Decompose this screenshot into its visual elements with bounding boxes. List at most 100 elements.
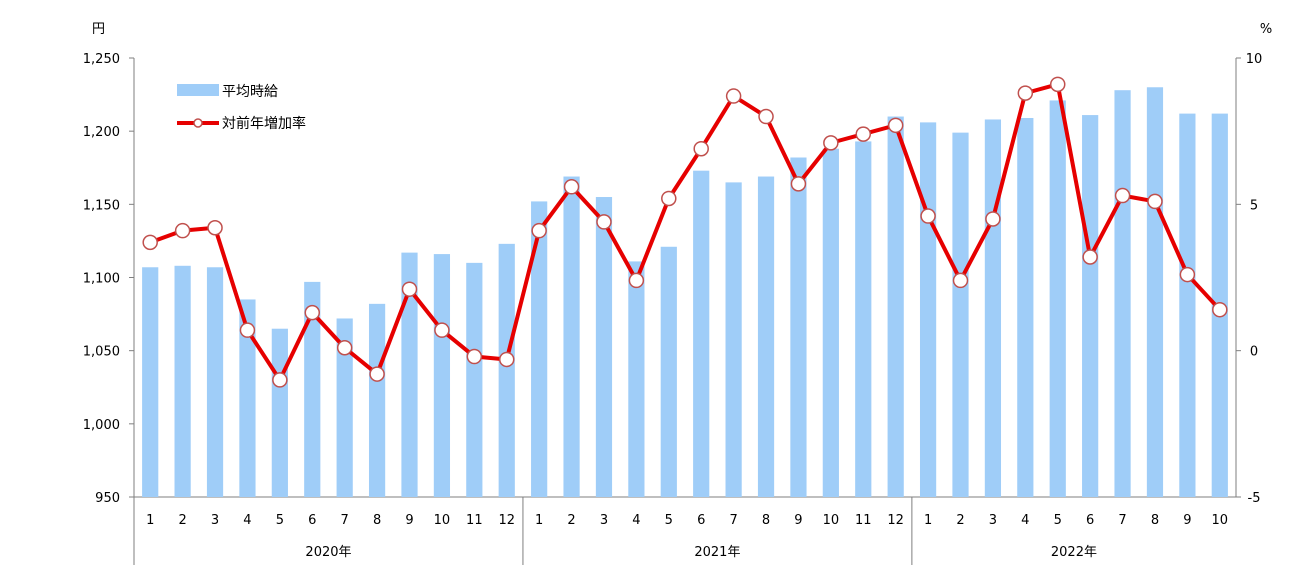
bar xyxy=(498,243,515,497)
month-label: 1 xyxy=(146,513,154,528)
bar xyxy=(693,170,710,497)
month-label: 2 xyxy=(956,513,964,528)
left-axis-unit: 円 xyxy=(92,22,105,37)
line-marker xyxy=(823,135,839,151)
line-marker xyxy=(1212,301,1228,318)
month-label: 11 xyxy=(466,513,483,528)
line-marker xyxy=(1082,249,1098,265)
month-label: 3 xyxy=(211,513,219,528)
legend-bar-label: 平均時給 xyxy=(222,84,278,100)
line-marker xyxy=(174,222,191,239)
line-marker xyxy=(596,214,612,230)
line-marker xyxy=(725,88,742,104)
bar xyxy=(1146,87,1164,498)
month-label: 3 xyxy=(600,513,608,528)
line-marker xyxy=(207,219,223,236)
bar xyxy=(368,303,386,497)
line-path xyxy=(149,82,1222,382)
right-tick-label: 0 xyxy=(1250,345,1258,360)
right-tick-label: 5 xyxy=(1250,198,1258,213)
line-marker xyxy=(498,351,515,368)
bar xyxy=(174,265,191,497)
legend-bar-swatch xyxy=(177,84,219,96)
bar xyxy=(984,119,1002,498)
line-marker xyxy=(1049,76,1066,93)
right-tick-label: 10 xyxy=(1246,52,1263,67)
right-axis-unit: % xyxy=(1260,22,1272,37)
month-label: 2 xyxy=(567,513,575,528)
line-marker xyxy=(304,304,321,321)
line-marker xyxy=(985,211,1001,227)
line-marker xyxy=(272,372,288,388)
month-label: 5 xyxy=(1054,513,1062,528)
month-label: 6 xyxy=(1086,513,1094,528)
bar xyxy=(1082,115,1099,497)
month-label: 4 xyxy=(1021,513,1029,528)
month-label: 6 xyxy=(697,513,705,528)
bar xyxy=(952,132,969,497)
left-tick-label: 1,150 xyxy=(83,198,120,213)
month-label: 9 xyxy=(405,513,413,528)
month-label: 12 xyxy=(887,513,904,528)
left-tick-label: 1,000 xyxy=(83,418,120,433)
line-marker xyxy=(1179,266,1196,283)
left-tick-label: 1,050 xyxy=(83,345,120,360)
month-label: 7 xyxy=(729,513,737,528)
line-marker xyxy=(142,234,158,251)
bar xyxy=(919,122,937,498)
bar xyxy=(855,141,872,497)
year-label: 2022年 xyxy=(1051,545,1097,560)
bar xyxy=(725,182,742,497)
year-label: 2021年 xyxy=(694,545,740,560)
left-tick-label: 1,200 xyxy=(83,125,120,140)
bar xyxy=(239,299,256,497)
month-label: 10 xyxy=(434,513,451,528)
bar xyxy=(531,201,548,497)
bar xyxy=(433,254,451,497)
bar xyxy=(757,176,775,497)
bar xyxy=(660,246,677,497)
line-marker xyxy=(466,348,483,365)
month-label: 11 xyxy=(855,513,872,528)
line-marker xyxy=(758,108,774,125)
month-label: 3 xyxy=(989,513,997,528)
x-axis: 1 2 3 4 5 6 7 8 9 10 11 12 1 2 3 4 5 6 7 8 9 10 11 12 1 2 3 4 5 6 7 8 9 1… xyxy=(146,497,1228,565)
line-marker xyxy=(531,222,547,239)
bar xyxy=(142,267,159,497)
month-label: 8 xyxy=(373,513,381,528)
line-marker xyxy=(855,126,872,142)
bar xyxy=(887,116,904,498)
month-label: 8 xyxy=(1151,513,1159,528)
month-label: 5 xyxy=(665,513,673,528)
bar xyxy=(595,197,613,497)
line-marker xyxy=(628,272,645,289)
month-label: 12 xyxy=(498,513,515,528)
month-label: 4 xyxy=(632,513,640,528)
line-marker xyxy=(693,140,709,157)
month-label: 1 xyxy=(924,513,932,528)
line-marker xyxy=(336,339,353,356)
month-label: 10 xyxy=(1212,513,1229,528)
month-label: 4 xyxy=(243,513,251,528)
bar xyxy=(563,176,580,497)
bar xyxy=(336,318,353,497)
bar xyxy=(1114,90,1131,498)
bar xyxy=(206,267,224,497)
bar xyxy=(822,148,839,497)
line-marker xyxy=(563,179,580,195)
month-label: 7 xyxy=(1118,513,1126,528)
bar xyxy=(271,328,288,497)
month-label: 5 xyxy=(276,513,284,528)
bar xyxy=(401,252,418,497)
month-label: 9 xyxy=(794,513,802,528)
line-marker xyxy=(1017,85,1034,101)
legend-line-label: 対前年増加率 xyxy=(222,115,306,132)
line-marker xyxy=(1147,193,1163,210)
left-tick-label: 1,100 xyxy=(83,272,120,287)
bar xyxy=(790,157,807,498)
line-marker xyxy=(952,272,969,289)
right-tick-label: -5 xyxy=(1248,491,1261,506)
bar xyxy=(304,281,321,497)
year-label: 2020年 xyxy=(305,545,351,560)
